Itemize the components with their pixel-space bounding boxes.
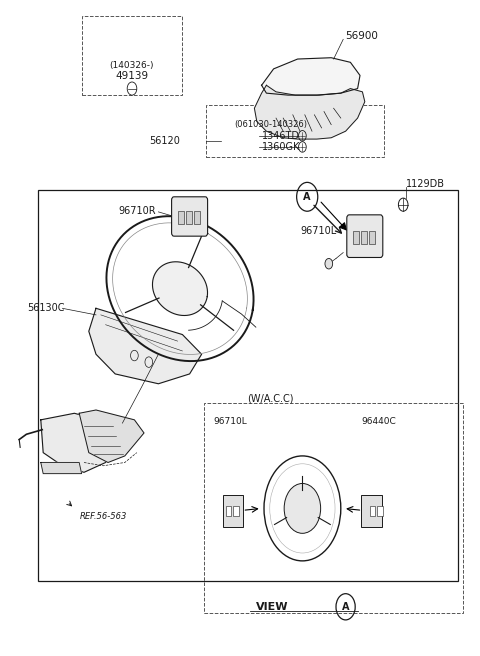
Text: (140326-): (140326-): [110, 61, 154, 70]
Text: A: A: [342, 602, 349, 612]
Polygon shape: [262, 58, 360, 95]
Bar: [226, 506, 231, 516]
Bar: [178, 211, 184, 224]
Bar: [370, 506, 375, 516]
Bar: [204, 403, 463, 613]
Text: 96710R: 96710R: [119, 206, 156, 216]
Bar: [353, 231, 359, 244]
Polygon shape: [254, 85, 365, 139]
Polygon shape: [89, 308, 202, 384]
Text: 56130C: 56130C: [27, 303, 64, 314]
FancyBboxPatch shape: [172, 197, 208, 236]
Bar: [82, 16, 182, 95]
Polygon shape: [41, 462, 82, 474]
Text: 96710L: 96710L: [300, 226, 336, 236]
Text: 49139: 49139: [115, 71, 149, 81]
Text: 96440C: 96440C: [362, 417, 396, 426]
Text: 1346TD: 1346TD: [262, 131, 300, 141]
Bar: [223, 495, 243, 527]
Bar: [233, 506, 239, 516]
Bar: [361, 495, 382, 527]
Polygon shape: [41, 413, 122, 472]
Bar: [206, 105, 384, 157]
Text: 56900: 56900: [346, 31, 378, 41]
Bar: [186, 211, 192, 224]
Text: REF.56-563: REF.56-563: [80, 512, 127, 522]
Circle shape: [325, 258, 333, 269]
Bar: [377, 506, 383, 516]
Bar: [369, 231, 375, 244]
Text: 56120: 56120: [149, 136, 180, 146]
FancyBboxPatch shape: [347, 215, 383, 257]
Bar: [38, 190, 458, 581]
Text: (W/A.C.C): (W/A.C.C): [247, 393, 294, 403]
Bar: [361, 231, 367, 244]
Polygon shape: [153, 262, 207, 316]
Text: (061030-140326): (061030-140326): [235, 120, 308, 129]
Text: VIEW: VIEW: [255, 602, 288, 612]
Text: 96710L: 96710L: [214, 417, 247, 426]
Text: 1360GK: 1360GK: [262, 142, 300, 152]
Text: 1129DB: 1129DB: [406, 178, 444, 189]
Text: 56991C: 56991C: [346, 247, 383, 258]
Text: A: A: [303, 192, 311, 202]
Bar: [194, 211, 200, 224]
Circle shape: [284, 483, 321, 533]
Polygon shape: [79, 410, 144, 462]
